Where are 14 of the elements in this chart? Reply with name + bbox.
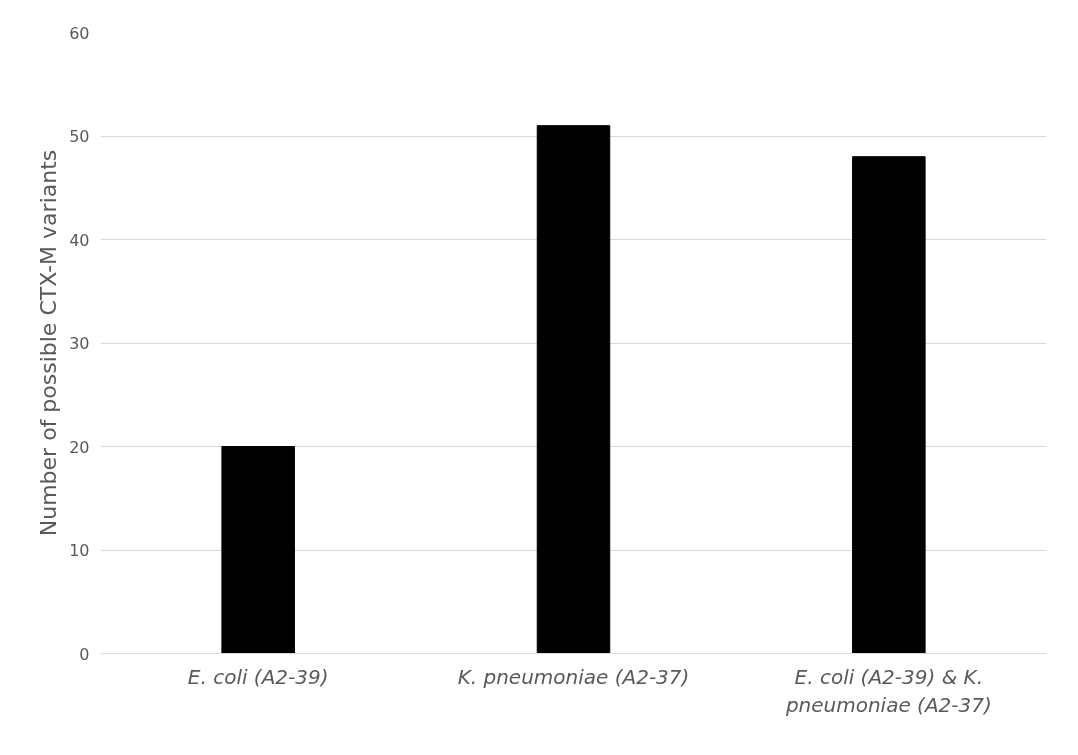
y-tick-label: 0 — [79, 644, 90, 664]
y-tick-label: 40 — [69, 230, 90, 250]
y-tick-label: 50 — [69, 127, 90, 146]
y-tick-label: 60 — [69, 23, 90, 43]
y-axis-title: Number of possible CTX-M variants — [36, 149, 62, 537]
y-tick-label: 30 — [69, 334, 90, 353]
y-tick-label: 10 — [69, 541, 90, 560]
bar — [852, 156, 926, 654]
y-tick-label: 20 — [69, 437, 90, 457]
x-tick-label: E. coli (A2-39) & K. pneumoniae (A2-37) — [784, 664, 992, 718]
bar — [221, 446, 295, 654]
bar — [536, 125, 611, 654]
x-tick-label: K. pneumoniae (A2-37) — [457, 664, 690, 689]
x-tick-label: E. coli (A2-39) — [187, 664, 329, 689]
